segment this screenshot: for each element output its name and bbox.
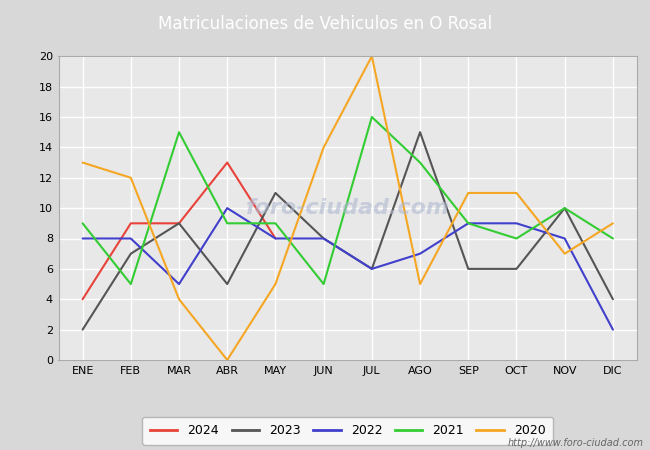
Text: Matriculaciones de Vehiculos en O Rosal: Matriculaciones de Vehiculos en O Rosal [158, 14, 492, 33]
Text: foro-ciudad.com: foro-ciudad.com [246, 198, 450, 218]
Legend: 2024, 2023, 2022, 2021, 2020: 2024, 2023, 2022, 2021, 2020 [142, 417, 553, 445]
Text: http://www.foro-ciudad.com: http://www.foro-ciudad.com [508, 438, 644, 448]
